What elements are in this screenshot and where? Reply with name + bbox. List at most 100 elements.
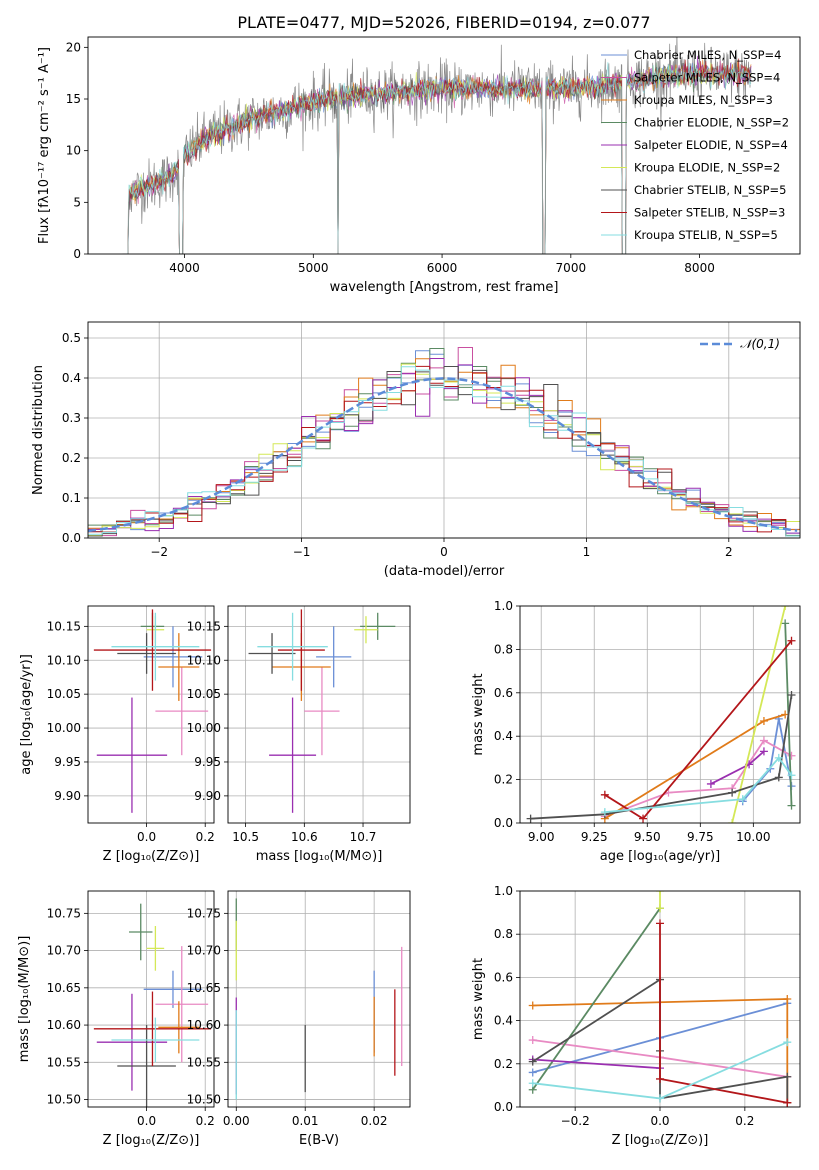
zmass-frame	[87, 890, 215, 1108]
weight-marker	[781, 619, 790, 628]
weight-marker	[759, 736, 768, 745]
model-spectrum-8	[122, 62, 752, 254]
normal-reference-curve	[88, 377, 798, 533]
y-tick-label: 10.65	[187, 981, 221, 995]
x-tick-label: 2	[725, 545, 733, 559]
x-tick-label: 0.00	[223, 1114, 250, 1128]
age-weight-panel: 9.00 9.25 9.50 9.75 10.000.00.20.40.60.81.0 …	[471, 599, 801, 864]
errorbar-point	[158, 1001, 200, 1054]
y-tick-label: 0.8	[494, 642, 513, 656]
spectrum-xlabel: wavelength [Angstrom, rest frame]	[330, 280, 559, 295]
spectrum-data	[122, 37, 752, 254]
weight-marker	[706, 779, 715, 788]
y-tick-label: 10.60	[47, 1018, 81, 1032]
weight-line-5	[731, 606, 787, 823]
y-tick-label: 15	[66, 92, 81, 106]
ebv-grid	[228, 891, 410, 1107]
y-tick-label: 0.2	[494, 1057, 513, 1071]
errorbar-point	[155, 946, 209, 1063]
errorbar-point	[117, 633, 176, 674]
x-tick-label: 0.0	[650, 1114, 669, 1128]
weight-marker	[738, 795, 747, 804]
weight-marker	[774, 753, 783, 762]
y-tick-label: 10.55	[187, 1055, 221, 1069]
residuals-xlabel: (data-model)/error	[384, 564, 505, 579]
y-tick-label: 10.75	[187, 906, 221, 920]
massage-grid	[228, 606, 410, 823]
errorbar-point	[96, 993, 168, 1091]
spectrum-frame	[87, 36, 801, 255]
ebv-mass-plot-area: 0.00 0.01 0.02 10.50 10.55 10.60 10.65 10.70 10.…	[187, 890, 411, 1128]
x-tick-label: −1	[293, 545, 311, 559]
x-tick-label: 10.6	[291, 830, 318, 844]
zage-frame	[87, 605, 215, 824]
weight-marker	[781, 606, 790, 610]
legend-label: Chabrier STELIB, N_SSP=5	[634, 183, 786, 197]
weight-marker	[656, 1094, 664, 1103]
z-weight-ylabel: mass weight	[471, 958, 486, 1040]
x-tick-label: 0.2	[196, 830, 215, 844]
spectrum-plot-area: 4000 5000 6000 7000 8000 0 5 10 15 20 Chabrier MIL…	[66, 36, 801, 275]
y-tick-label: 10.05	[187, 687, 221, 701]
y-tick-label: 10.75	[47, 906, 81, 920]
y-tick-label: 10.50	[47, 1093, 81, 1107]
errorbar-point	[111, 1017, 200, 1063]
y-tick-label: 0.0	[62, 531, 81, 545]
weight-marker	[600, 808, 609, 817]
agew-data	[526, 606, 796, 823]
y-tick-label: 0.5	[62, 331, 81, 345]
y-tick-label: 10.10	[47, 653, 81, 667]
y-tick-label: 9.90	[54, 789, 81, 803]
weight-marker	[600, 790, 609, 799]
age-weight-xlabel: age [log₁₀(age/yr)]	[600, 849, 721, 864]
zmass-data	[93, 903, 212, 1107]
weight-marker	[783, 995, 792, 1003]
x-tick-label: 9.75	[687, 830, 714, 844]
y-tick-label: 0.0	[494, 816, 513, 830]
y-tick-label: 1.0	[494, 599, 513, 613]
z-weight-plot-area: −0.2 0.0 0.2 0.0 0.2 0.4 0.6 0.8 1.0	[494, 884, 801, 1128]
massage-data	[248, 609, 396, 813]
y-tick-label: 0.8	[494, 927, 513, 941]
weight-marker	[783, 1098, 792, 1107]
weight-line-7	[604, 640, 793, 820]
errorbar-point	[111, 612, 200, 681]
weight-marker	[528, 1079, 537, 1088]
residuals-frame	[87, 321, 801, 539]
y-tick-label: 20	[66, 40, 81, 54]
residuals-legend: 𝒩(0,1)	[700, 337, 780, 351]
y-tick-label: 10.65	[47, 981, 81, 995]
weight-marker	[528, 1001, 537, 1010]
y-tick-label: 10.50	[187, 1093, 221, 1107]
ebv-frame	[227, 890, 411, 1108]
y-tick-label: 0.4	[62, 371, 81, 385]
x-tick-label: 0.2	[735, 1114, 754, 1128]
weight-line-7	[659, 923, 788, 1104]
x-tick-label: 1	[583, 545, 591, 559]
legend-label: Salpeter STELIB, N_SSP=3	[634, 206, 785, 220]
weight-line-4	[532, 1058, 661, 1069]
ebv-mass-xlabel: E(B-V)	[299, 1133, 339, 1148]
figure-title: PLATE=0477, MJD=52026, FIBERID=0194, z=0…	[237, 13, 650, 32]
spectrum-panel: 4000 5000 6000 7000 8000 0 5 10 15 20 Chabrier MIL…	[37, 36, 801, 295]
ebv-data	[235, 898, 403, 1100]
errorbar-point	[143, 970, 203, 1008]
residuals-panel: −2 −1 0 1 2 0.0 0.1 0.2 0.3 0.4 0.5 𝒩(0,1) (data-mo…	[31, 321, 801, 579]
age-weight-plot-area: 9.00 9.25 9.50 9.75 10.00 0.0 0.2 0.4 0.6 0.8 1.0	[494, 599, 801, 844]
errorbar-point	[269, 697, 317, 813]
x-tick-label: 0.0	[137, 830, 156, 844]
errorbar-point	[248, 633, 296, 674]
weight-marker	[528, 1036, 537, 1045]
y-tick-label: 0.4	[494, 729, 513, 743]
errorbar-point	[143, 626, 203, 688]
z-weight-panel: −0.2 0.0 0.2 0.0 0.2 0.4 0.6 0.8 1.0 Z [log₁₀(Z/…	[471, 884, 801, 1148]
z-age-xlabel: Z [log₁₀(Z/Z⊙)]	[103, 849, 200, 864]
legend-label: Chabrier MILES, N_SSP=4	[634, 48, 781, 62]
z-mass-plot-area: 0.0 0.2 10.50 10.55 10.60 10.65 10.70 10.75	[47, 890, 215, 1128]
y-tick-label: 1.0	[494, 884, 513, 898]
y-tick-label: 10	[66, 144, 81, 158]
weight-marker	[656, 891, 664, 895]
y-tick-label: 0.2	[62, 451, 81, 465]
ebv-mass-panel: 0.00 0.01 0.02 10.50 10.55 10.60 10.65 10.70 10.…	[187, 890, 411, 1148]
y-tick-label: 10.15	[187, 619, 221, 633]
